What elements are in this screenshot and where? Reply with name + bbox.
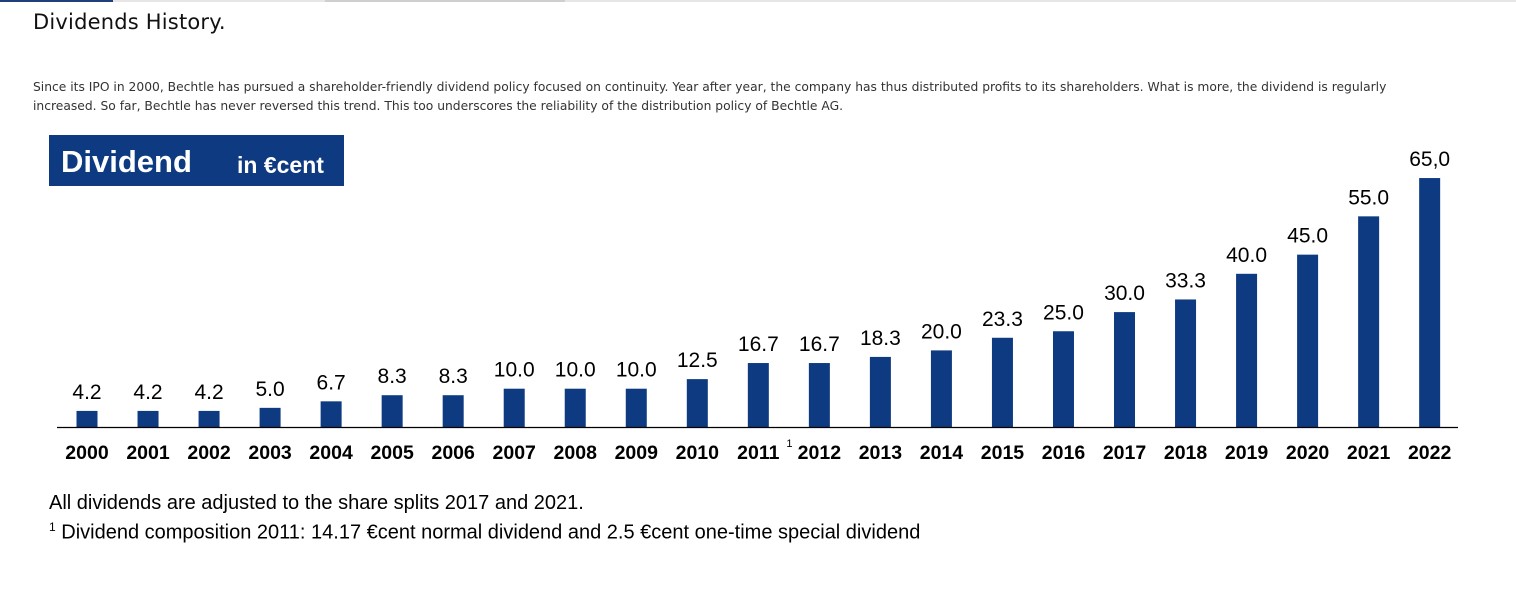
category-label-2016: 2016 — [1042, 442, 1086, 464]
value-label-2011: 16.7 — [738, 333, 779, 356]
value-label-2007: 10.0 — [494, 359, 535, 382]
bar-2013 — [869, 356, 891, 427]
category-label-2012: 2012 — [798, 442, 842, 464]
bar-2010 — [686, 379, 708, 427]
bar-2005 — [381, 395, 403, 427]
category-label-2003: 2003 — [248, 442, 292, 464]
category-label-2007: 2007 — [493, 442, 536, 464]
top-rule — [0, 0, 1516, 2]
category-label-2020: 2020 — [1286, 442, 1330, 464]
value-label-2002: 4.2 — [194, 381, 223, 404]
category-label-2019: 2019 — [1225, 442, 1269, 464]
value-label-2017: 30.0 — [1104, 282, 1145, 305]
category-label-2006: 2006 — [431, 442, 475, 464]
category-label-2015: 2015 — [981, 442, 1025, 464]
footnote-2011-text: Dividend composition 2011: 14.17 €cent n… — [61, 521, 921, 544]
value-label-2016: 25.0 — [1043, 301, 1084, 324]
category-label-2018: 2018 — [1164, 442, 1208, 464]
value-label-2001: 4.2 — [133, 381, 162, 404]
bar-2015 — [991, 337, 1013, 427]
bar-2012 — [808, 363, 830, 427]
category-label-2000: 2000 — [65, 442, 109, 464]
chart-subtitle: in €cent — [237, 152, 324, 178]
category-label-2009: 2009 — [615, 442, 659, 464]
bar-2008 — [564, 388, 586, 427]
value-label-2000: 4.2 — [72, 381, 101, 404]
page-description: Since its IPO in 2000, Bechtle has pursu… — [33, 80, 1387, 113]
category-label-2011: 2011 — [737, 442, 779, 464]
bar-2009 — [625, 388, 647, 427]
bar-2019 — [1236, 273, 1258, 427]
value-label-2010: 12.5 — [677, 349, 718, 372]
bar-2002 — [198, 410, 220, 427]
category-label-2002: 2002 — [187, 442, 231, 464]
category-label-2001: 2001 — [126, 442, 170, 464]
value-label-2015: 23.3 — [982, 308, 1023, 331]
category-superscript-2011: 1 — [786, 438, 792, 450]
category-label-2010: 2010 — [676, 442, 720, 464]
bar-2021 — [1358, 216, 1380, 427]
bar-2000 — [76, 410, 98, 427]
bar-2022 — [1419, 178, 1441, 427]
top-rule-accent — [0, 0, 113, 2]
value-label-2022: 65,0 — [1409, 148, 1450, 171]
value-label-2012: 16.7 — [799, 333, 840, 356]
chart-title-badge: Dividend in €cent — [49, 135, 344, 186]
page-title: Dividends History. — [33, 10, 226, 34]
value-label-2021: 55.0 — [1348, 186, 1389, 209]
bar-2017 — [1114, 312, 1136, 427]
footnote-marker: 1 — [49, 520, 56, 534]
category-label-2014: 2014 — [920, 442, 964, 464]
category-label-2004: 2004 — [309, 442, 353, 464]
category-label-2005: 2005 — [370, 442, 414, 464]
value-label-2005: 8.3 — [378, 365, 407, 388]
value-label-2013: 18.3 — [860, 327, 901, 350]
category-label-2013: 2013 — [859, 442, 903, 464]
value-label-2014: 20.0 — [921, 320, 962, 343]
footnote-2011: 1 Dividend composition 2011: 14.17 €cent… — [49, 515, 920, 545]
value-label-2006: 8.3 — [439, 365, 468, 388]
bar-2004 — [320, 401, 342, 427]
value-label-2009: 10.0 — [616, 359, 657, 382]
category-label-2008: 2008 — [554, 442, 598, 464]
bar-2003 — [259, 407, 281, 427]
category-label-2021: 2021 — [1347, 442, 1391, 464]
footnote-splits: All dividends are adjusted to the share … — [49, 492, 584, 514]
value-label-2020: 45.0 — [1287, 225, 1328, 248]
value-label-2018: 33.3 — [1165, 269, 1206, 292]
bar-2001 — [137, 410, 159, 427]
bar-2020 — [1297, 254, 1319, 427]
value-label-2008: 10.0 — [555, 359, 596, 382]
bar-2014 — [930, 350, 952, 427]
bar-2006 — [442, 395, 464, 427]
value-label-2003: 5.0 — [255, 378, 284, 401]
footnotes: All dividends are adjusted to the share … — [49, 491, 920, 545]
category-label-2017: 2017 — [1103, 442, 1146, 464]
value-label-2004: 6.7 — [317, 371, 346, 394]
value-label-2019: 40.0 — [1226, 244, 1267, 267]
bar-2016 — [1052, 331, 1074, 427]
top-rule-segment — [325, 0, 565, 2]
bar-2018 — [1175, 299, 1197, 427]
chart-title: Dividend — [61, 144, 192, 179]
bar-2011 — [747, 363, 769, 427]
category-label-2022: 2022 — [1408, 442, 1452, 464]
bar-2007 — [503, 388, 525, 427]
